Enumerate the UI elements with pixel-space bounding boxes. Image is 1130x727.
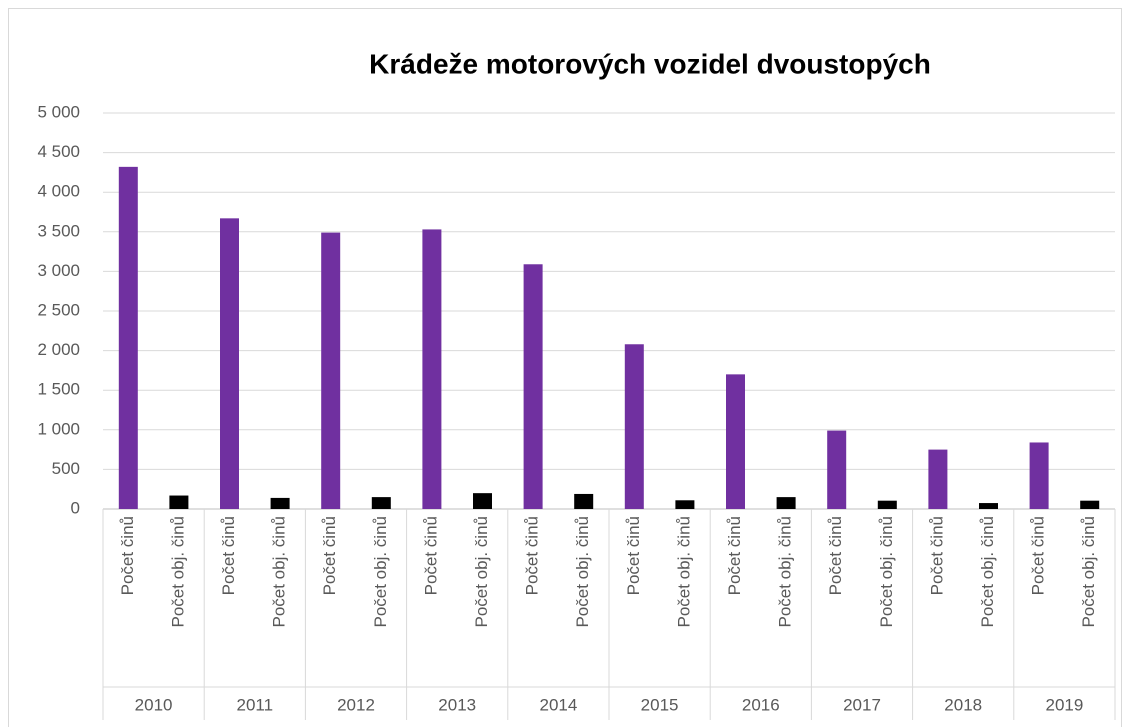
x-tick-label: Počet obj. činů: [573, 516, 592, 628]
x-tick-label: Počet obj. činů: [472, 516, 491, 628]
chart-title: Krádeže motorových vozidel dvoustopých: [369, 48, 931, 79]
y-tick-label: 5 000: [37, 102, 80, 121]
bar: [321, 232, 341, 510]
x-tick-label: Počet obj. činů: [674, 516, 693, 628]
x-group-label: 2011: [237, 695, 274, 714]
x-tick-label: Počet obj. činů: [270, 516, 289, 628]
bar: [574, 493, 594, 509]
x-tick-label: Počet obj. činů: [168, 516, 187, 628]
bar: [270, 497, 290, 509]
bar: [1029, 442, 1049, 509]
y-tick-label: 1 500: [37, 380, 80, 399]
x-group-label: 2013: [438, 695, 476, 714]
bar: [827, 430, 847, 509]
x-group-label: 2015: [641, 695, 679, 714]
y-tick-label: 3 500: [37, 221, 80, 240]
x-group-label: 2014: [539, 695, 577, 714]
y-tick-label: 4 000: [37, 182, 80, 201]
y-tick-label: 1 000: [37, 419, 80, 438]
bar: [422, 229, 442, 509]
x-tick-label: Počet obj. činů: [978, 516, 997, 628]
x-tick-label: Počet činů: [826, 516, 845, 595]
bar: [523, 264, 543, 509]
y-tick-label: 500: [52, 459, 80, 478]
x-group-label: 2018: [944, 695, 982, 714]
x-tick-label: Počet činů: [320, 516, 339, 595]
x-tick-label: Počet činů: [725, 516, 744, 595]
x-tick-label: Počet obj. činů: [877, 516, 896, 628]
x-tick-label: Počet činů: [523, 516, 542, 595]
x-tick-label: Počet činů: [1029, 516, 1048, 595]
bar: [371, 497, 391, 509]
bar: [624, 344, 644, 509]
y-tick-label: 2 500: [37, 300, 80, 319]
bar: [979, 503, 998, 509]
bar: [675, 500, 695, 509]
x-tick-label: Počet činů: [624, 516, 643, 595]
bar: [776, 497, 796, 509]
chart-border: [8, 8, 1122, 727]
x-tick-label: Počet činů: [927, 516, 946, 595]
bar: [726, 374, 745, 509]
x-group-label: 2010: [135, 695, 173, 714]
x-group-label: 2012: [337, 695, 375, 714]
x-tick-label: Počet činů: [118, 516, 137, 595]
bar: [1080, 500, 1100, 509]
x-tick-label: Počet činů: [421, 516, 440, 595]
y-tick-label: 2 000: [37, 340, 80, 359]
x-tick-label: Počet obj. činů: [776, 516, 795, 628]
x-group-label: 2019: [1045, 695, 1083, 714]
bar: [220, 218, 239, 509]
x-tick-label: Počet obj. činů: [1079, 516, 1098, 628]
bar: [118, 166, 138, 509]
y-tick-label: 0: [71, 498, 80, 517]
x-tick-label: Počet obj. činů: [371, 516, 390, 628]
bar: [877, 500, 897, 509]
x-tick-label: Počet činů: [219, 516, 238, 595]
x-group-label: 2016: [742, 695, 780, 714]
bar: [169, 495, 189, 509]
y-tick-label: 4 500: [37, 142, 80, 161]
bar: [928, 449, 948, 509]
bar: [473, 493, 492, 509]
x-group-label: 2017: [843, 695, 881, 714]
y-tick-label: 3 000: [37, 261, 80, 280]
